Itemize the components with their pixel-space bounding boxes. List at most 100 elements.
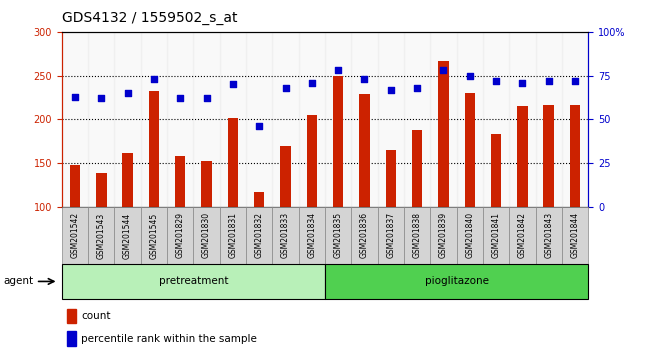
Point: [438, 68, 448, 73]
FancyBboxPatch shape: [299, 207, 325, 264]
Text: GSM201545: GSM201545: [150, 212, 159, 258]
Point: [570, 78, 580, 84]
FancyBboxPatch shape: [272, 207, 299, 264]
Bar: [227, 118, 238, 207]
Point: [412, 85, 423, 91]
Text: GSM201830: GSM201830: [202, 212, 211, 258]
Point: [227, 81, 238, 87]
FancyBboxPatch shape: [62, 207, 88, 264]
FancyBboxPatch shape: [167, 207, 194, 264]
Bar: [96, 173, 107, 207]
Point: [307, 80, 317, 86]
Text: GSM201829: GSM201829: [176, 212, 185, 258]
Bar: [517, 106, 528, 207]
Text: GSM201838: GSM201838: [413, 212, 422, 258]
Text: GSM201834: GSM201834: [307, 212, 317, 258]
Text: GSM201839: GSM201839: [439, 212, 448, 258]
Bar: [333, 76, 343, 207]
Text: GSM201837: GSM201837: [386, 212, 395, 258]
Bar: [570, 105, 580, 207]
Bar: [202, 161, 212, 207]
Point: [70, 94, 80, 99]
Text: GSM201832: GSM201832: [255, 212, 264, 258]
Bar: [246, 32, 272, 207]
Bar: [280, 146, 291, 207]
Bar: [67, 331, 77, 346]
Bar: [149, 91, 159, 207]
Bar: [404, 32, 430, 207]
Bar: [167, 32, 194, 207]
FancyBboxPatch shape: [430, 207, 456, 264]
Bar: [299, 32, 325, 207]
FancyBboxPatch shape: [220, 207, 246, 264]
FancyBboxPatch shape: [378, 207, 404, 264]
Text: GSM201543: GSM201543: [97, 212, 106, 258]
Point: [465, 73, 475, 79]
Bar: [536, 32, 562, 207]
Bar: [385, 150, 396, 207]
Bar: [88, 32, 114, 207]
Bar: [307, 115, 317, 207]
Bar: [325, 32, 351, 207]
FancyBboxPatch shape: [510, 207, 536, 264]
Bar: [491, 135, 501, 207]
Text: GSM201544: GSM201544: [123, 212, 132, 258]
Text: GSM201843: GSM201843: [544, 212, 553, 258]
FancyBboxPatch shape: [246, 207, 272, 264]
Point: [202, 96, 212, 101]
Bar: [456, 32, 483, 207]
Bar: [122, 153, 133, 207]
FancyBboxPatch shape: [140, 207, 167, 264]
Text: GSM201836: GSM201836: [360, 212, 369, 258]
Point: [491, 78, 501, 84]
Bar: [62, 264, 325, 299]
Text: GSM201542: GSM201542: [70, 212, 79, 258]
Point: [385, 87, 396, 92]
Text: pioglitazone: pioglitazone: [424, 276, 489, 286]
FancyBboxPatch shape: [456, 207, 483, 264]
Bar: [194, 32, 220, 207]
Point: [333, 68, 343, 73]
Point: [543, 78, 554, 84]
FancyBboxPatch shape: [562, 207, 588, 264]
Bar: [483, 32, 510, 207]
Bar: [325, 264, 588, 299]
Bar: [254, 192, 265, 207]
Text: count: count: [81, 311, 110, 321]
Text: agent: agent: [3, 276, 33, 286]
Text: pretreatment: pretreatment: [159, 276, 228, 286]
Point: [149, 76, 159, 82]
Text: GDS4132 / 1559502_s_at: GDS4132 / 1559502_s_at: [62, 11, 237, 25]
FancyBboxPatch shape: [404, 207, 430, 264]
Bar: [272, 32, 299, 207]
FancyBboxPatch shape: [88, 207, 114, 264]
Text: GSM201831: GSM201831: [228, 212, 237, 258]
Bar: [465, 93, 475, 207]
FancyBboxPatch shape: [536, 207, 562, 264]
FancyBboxPatch shape: [114, 207, 140, 264]
Text: GSM201833: GSM201833: [281, 212, 290, 258]
Bar: [510, 32, 536, 207]
Point: [96, 96, 107, 101]
Text: GSM201841: GSM201841: [491, 212, 500, 258]
Bar: [430, 32, 457, 207]
Text: GSM201842: GSM201842: [518, 212, 527, 258]
Point: [122, 90, 133, 96]
Bar: [220, 32, 246, 207]
Text: GSM201844: GSM201844: [571, 212, 580, 258]
Text: percentile rank within the sample: percentile rank within the sample: [81, 333, 257, 343]
Point: [280, 85, 291, 91]
Point: [175, 96, 185, 101]
Bar: [140, 32, 167, 207]
Bar: [359, 94, 370, 207]
FancyBboxPatch shape: [194, 207, 220, 264]
FancyBboxPatch shape: [352, 207, 378, 264]
Bar: [543, 105, 554, 207]
Bar: [175, 156, 185, 207]
Text: GSM201835: GSM201835: [333, 212, 343, 258]
Bar: [438, 61, 448, 207]
FancyBboxPatch shape: [325, 207, 352, 264]
FancyBboxPatch shape: [483, 207, 510, 264]
Bar: [352, 32, 378, 207]
Bar: [412, 130, 423, 207]
